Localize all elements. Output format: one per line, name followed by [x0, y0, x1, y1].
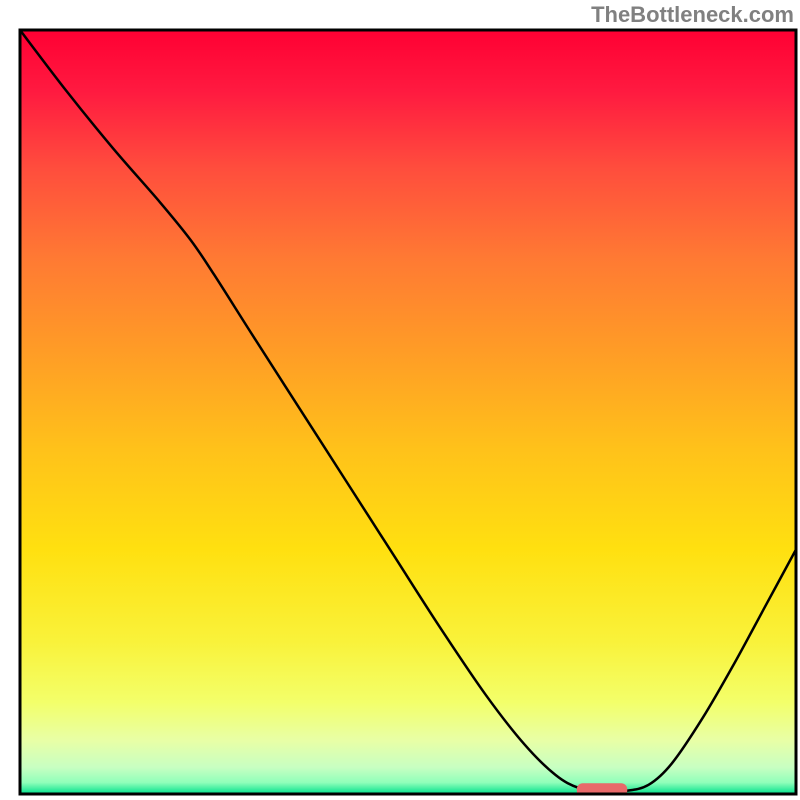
- gradient-background: [20, 30, 796, 794]
- watermark-text: TheBottleneck.com: [591, 2, 794, 28]
- chart-container: TheBottleneck.com: [0, 0, 800, 800]
- bottleneck-chart: [0, 0, 800, 800]
